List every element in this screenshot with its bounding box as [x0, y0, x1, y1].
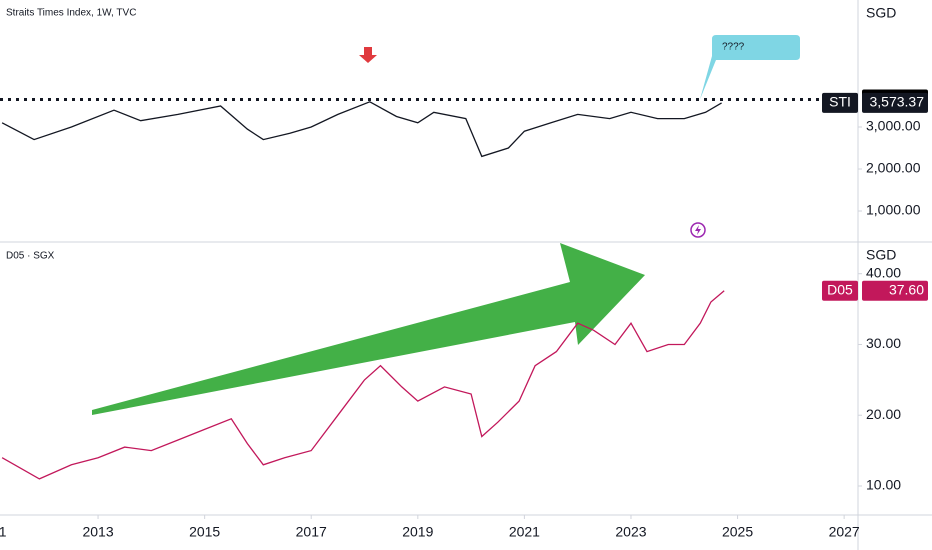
x-tick-label: 2019 — [402, 524, 433, 540]
y-tick-label: 10.00 — [866, 477, 901, 493]
price-line — [1, 290, 725, 480]
x-tick-label: 2015 — [189, 524, 220, 540]
y-tick-label: 20.00 — [866, 406, 901, 422]
pane-title: Straits Times Index, 1W, TVC — [6, 8, 136, 19]
x-tick-label: 2011 — [0, 524, 7, 540]
price-line — [1, 101, 722, 158]
y-tick-label: 3,000.00 — [866, 118, 921, 134]
series-name-box — [822, 92, 858, 113]
x-tick-label: 2021 — [509, 524, 540, 540]
callout-bubble — [700, 35, 800, 100]
y-tick-label: 40.00 — [866, 264, 901, 280]
callout-text: ???? — [722, 42, 745, 53]
last-price-label: 37.60 — [889, 281, 924, 297]
y-tick-label: 30.00 — [866, 335, 901, 351]
x-tick-label: 2013 — [82, 524, 113, 540]
y-tick-label: 1,000.00 — [866, 202, 921, 218]
last-price-box — [862, 92, 928, 113]
x-tick-label: 2023 — [615, 524, 646, 540]
currency-label: SGD — [866, 247, 896, 263]
marker-arrow — [359, 47, 377, 63]
pane-title: D05 · SGX — [6, 251, 55, 262]
lightning-icon — [690, 222, 706, 238]
x-tick-label: 2027 — [829, 524, 860, 540]
series-name: D05 — [827, 281, 853, 297]
last-price-box — [862, 280, 928, 301]
y-tick-label: 2,000.00 — [866, 160, 921, 176]
x-tick-label: 2017 — [296, 524, 327, 540]
currency-label: SGD — [866, 5, 896, 21]
last-price-label: 3,573.37 — [870, 94, 925, 110]
trend-arrow — [92, 243, 645, 415]
series-name: STI — [829, 94, 851, 110]
x-tick-label: 2025 — [722, 524, 753, 540]
series-name-box — [822, 280, 858, 301]
